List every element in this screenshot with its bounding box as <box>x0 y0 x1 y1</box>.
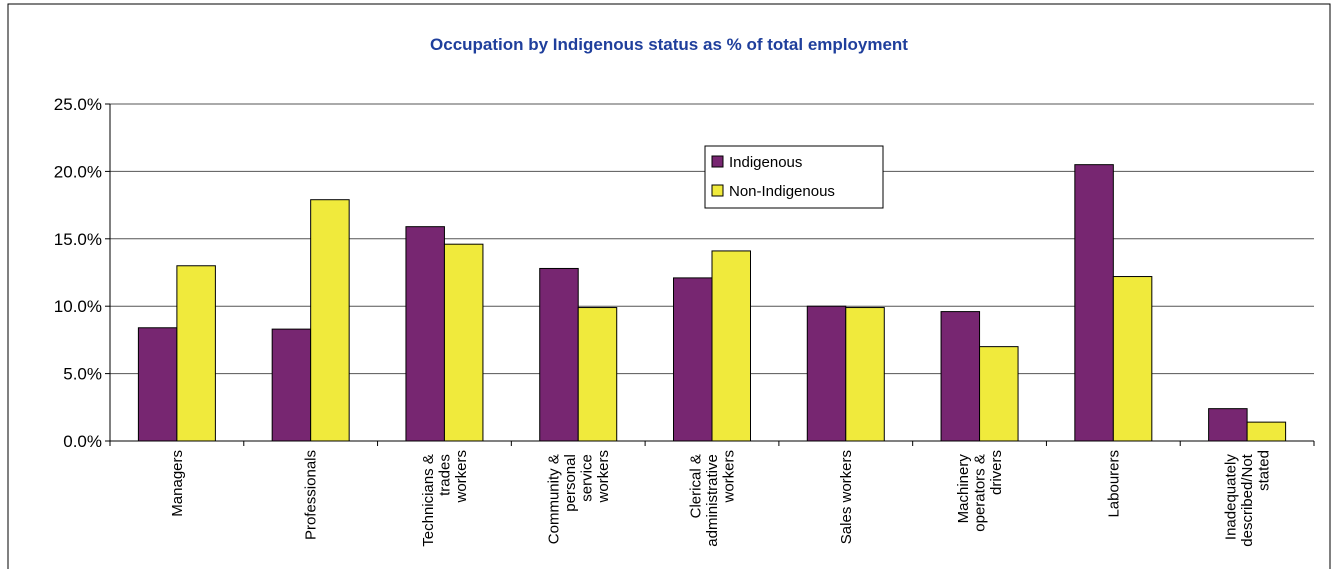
legend-label: Non-Indigenous <box>729 183 835 200</box>
x-tick-label: Community & personal service workers <box>545 450 612 544</box>
legend-box <box>704 145 884 209</box>
bar <box>577 307 618 442</box>
chart-title: Occupation by Indigenous status as % of … <box>430 35 908 54</box>
legend-label: Indigenous <box>729 154 802 171</box>
y-tick-label: 5.0% <box>63 365 102 384</box>
bar <box>443 243 484 442</box>
x-tick-label: Managers <box>169 450 186 517</box>
bar <box>711 250 751 442</box>
x-tick-label: Labourers <box>1105 450 1122 518</box>
x-tick-label: Sales workers <box>838 450 855 544</box>
y-tick-label: 0.0% <box>63 432 102 451</box>
bar <box>806 305 847 442</box>
x-tick-label: Professionals <box>303 450 320 540</box>
bar <box>405 226 445 442</box>
chart-frame <box>7 3 1331 569</box>
legend-swatch <box>711 184 724 197</box>
x-tick-label: Machinery operators & drivers <box>955 450 1005 532</box>
bar <box>137 327 178 442</box>
bar <box>979 346 1019 442</box>
y-tick-label: 20.0% <box>54 162 102 181</box>
bar <box>1208 408 1248 442</box>
bar <box>1246 421 1287 442</box>
bar <box>673 277 713 442</box>
bar <box>1074 164 1114 442</box>
bar <box>940 311 981 442</box>
bar <box>1112 276 1153 442</box>
bar <box>845 307 885 442</box>
bar <box>271 328 312 442</box>
y-tick-label: 25.0% <box>54 95 102 114</box>
bar <box>539 267 579 442</box>
x-tick-label: Clerical & administrative workers <box>688 450 738 547</box>
bar <box>176 265 216 442</box>
bar <box>310 199 350 442</box>
y-tick-label: 10.0% <box>54 297 102 316</box>
y-tick-label: 15.0% <box>54 230 102 249</box>
x-tick-label: Technicians & trades workers <box>420 450 470 547</box>
legend-swatch <box>711 155 724 168</box>
x-tick-label: Inadequately described/Not stated <box>1223 450 1273 547</box>
